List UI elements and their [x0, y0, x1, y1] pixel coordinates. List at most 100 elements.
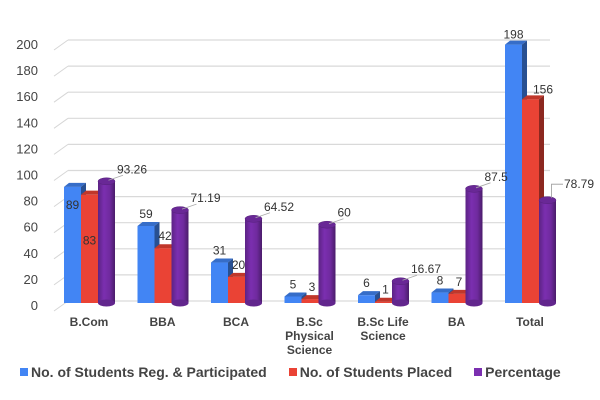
leader-line	[328, 218, 344, 225]
bar-percentage	[98, 181, 115, 303]
gridline-diagonal	[53, 39, 69, 51]
bar-percentage-base	[392, 299, 409, 307]
bar-placed-top	[301, 295, 324, 300]
x-category-label-line: B.Sc	[296, 315, 323, 329]
gridline-diagonal	[53, 91, 69, 103]
data-label-registered: 198	[503, 28, 523, 42]
x-category-label: B.Sc Life Science	[357, 315, 409, 343]
bar-registered-top	[211, 258, 233, 263]
data-label-placed: 83	[83, 234, 97, 248]
bar-registered-top	[358, 291, 380, 296]
data-label-registered: 8	[437, 274, 444, 288]
bar-registered	[64, 186, 81, 303]
bar-percentage-top	[538, 196, 557, 204]
legend-item: No. of Students Reg. & Participated	[20, 364, 267, 380]
bar-placed	[301, 299, 319, 303]
x-category-label: BA	[448, 315, 466, 329]
bar-registered-top	[505, 40, 527, 45]
gridline-diagonal	[53, 117, 69, 129]
leader-line	[108, 174, 124, 181]
gridline-diagonal	[53, 170, 69, 181]
x-category-label-line: Science	[287, 343, 333, 357]
data-label-registered: 5	[290, 277, 297, 291]
bars	[64, 40, 557, 307]
y-tick-label: 160	[16, 89, 38, 104]
bar-percentage	[171, 210, 189, 303]
data-label-placed: 3	[309, 280, 316, 294]
x-category-label-line: Total	[516, 315, 544, 329]
x-category-label: BBA	[150, 315, 176, 329]
bar-percentage-base	[318, 299, 336, 307]
bar-registered-top	[431, 288, 454, 293]
bar-percentage	[392, 281, 409, 303]
leader-line	[402, 274, 418, 281]
bar-registered	[358, 295, 375, 303]
data-label-percentage: 60	[338, 206, 352, 220]
y-tick-label: 80	[24, 194, 38, 209]
bar-percentage	[465, 188, 483, 303]
x-category-label-line: B.Sc Life	[357, 315, 409, 329]
bar-registered-top	[64, 182, 86, 187]
x-category-label: Total	[516, 315, 544, 329]
bar-registered-top	[284, 292, 307, 297]
x-category-label-line: BCA	[223, 315, 249, 329]
data-label-placed: 42	[158, 229, 172, 243]
y-tick-label: 60	[24, 220, 38, 235]
y-tick-label: 120	[16, 141, 38, 156]
legend-label: No. of Students Placed	[299, 364, 453, 380]
x-category-label-line: BA	[448, 315, 466, 329]
legend-item: No. of Students Placed	[288, 364, 453, 380]
bar-registered-side	[375, 291, 380, 303]
legend-swatch	[20, 368, 28, 376]
bar-registered	[211, 262, 228, 303]
data-label-placed: 156	[533, 82, 553, 96]
data-label-registered: 89	[66, 198, 80, 212]
data-label-placed: 20	[232, 258, 246, 272]
bar-placed-top	[375, 297, 397, 302]
bar-placed	[228, 276, 245, 303]
bar-placed	[154, 248, 172, 303]
bar-placed-top	[522, 95, 544, 100]
x-category-label: B.Com	[70, 315, 109, 329]
bar-percentage-base	[245, 299, 262, 307]
bar-placed-top	[81, 190, 103, 195]
x-category-label: B.Sc Physical Science	[285, 315, 334, 357]
y-tick-label: 100	[16, 168, 38, 183]
bar-placed-top	[154, 244, 177, 249]
legend-swatch	[474, 368, 483, 376]
data-label-placed: 7	[456, 275, 463, 289]
leader-line	[551, 183, 563, 199]
bar-percentage-base	[539, 299, 556, 307]
gridline-diagonal	[53, 143, 69, 155]
bar-percentage	[245, 218, 262, 303]
data-label-registered: 6	[363, 276, 370, 290]
data-label-percentage: 71.19	[191, 191, 221, 205]
x-category-label-line: BBA	[150, 315, 176, 329]
bar-registered	[137, 226, 155, 303]
legend-swatch	[288, 368, 297, 376]
bar-placed	[522, 99, 539, 303]
bar-registered	[284, 296, 302, 303]
leader-line	[475, 182, 491, 189]
gridline-diagonal	[53, 65, 69, 77]
x-category-label: BCA	[223, 315, 249, 329]
data-label-registered: 31	[213, 244, 227, 258]
data-label-percentage: 93.26	[117, 162, 147, 176]
data-label-placed: 1	[382, 283, 389, 297]
data-label-percentage: 78.79	[564, 177, 594, 191]
y-tick-label: 0	[31, 298, 38, 313]
bar-placed-top	[228, 272, 250, 277]
x-category-label-line: Physical	[285, 329, 334, 343]
y-tick-label: 200	[16, 37, 38, 52]
legend-label: No. of Students Reg. & Participated	[31, 364, 267, 380]
data-label-registered: 59	[139, 207, 153, 221]
bar-percentage-base	[171, 299, 189, 307]
x-category-label-line: Science	[360, 329, 406, 343]
bar-placed	[81, 194, 98, 303]
leader-line	[255, 212, 271, 219]
y-axis: 0 20 40 60 80 100 120 140 160 180 200	[16, 37, 38, 313]
data-label-percentage: 16.67	[411, 262, 441, 276]
bar-placed	[375, 301, 392, 303]
bar-registered	[431, 292, 449, 303]
